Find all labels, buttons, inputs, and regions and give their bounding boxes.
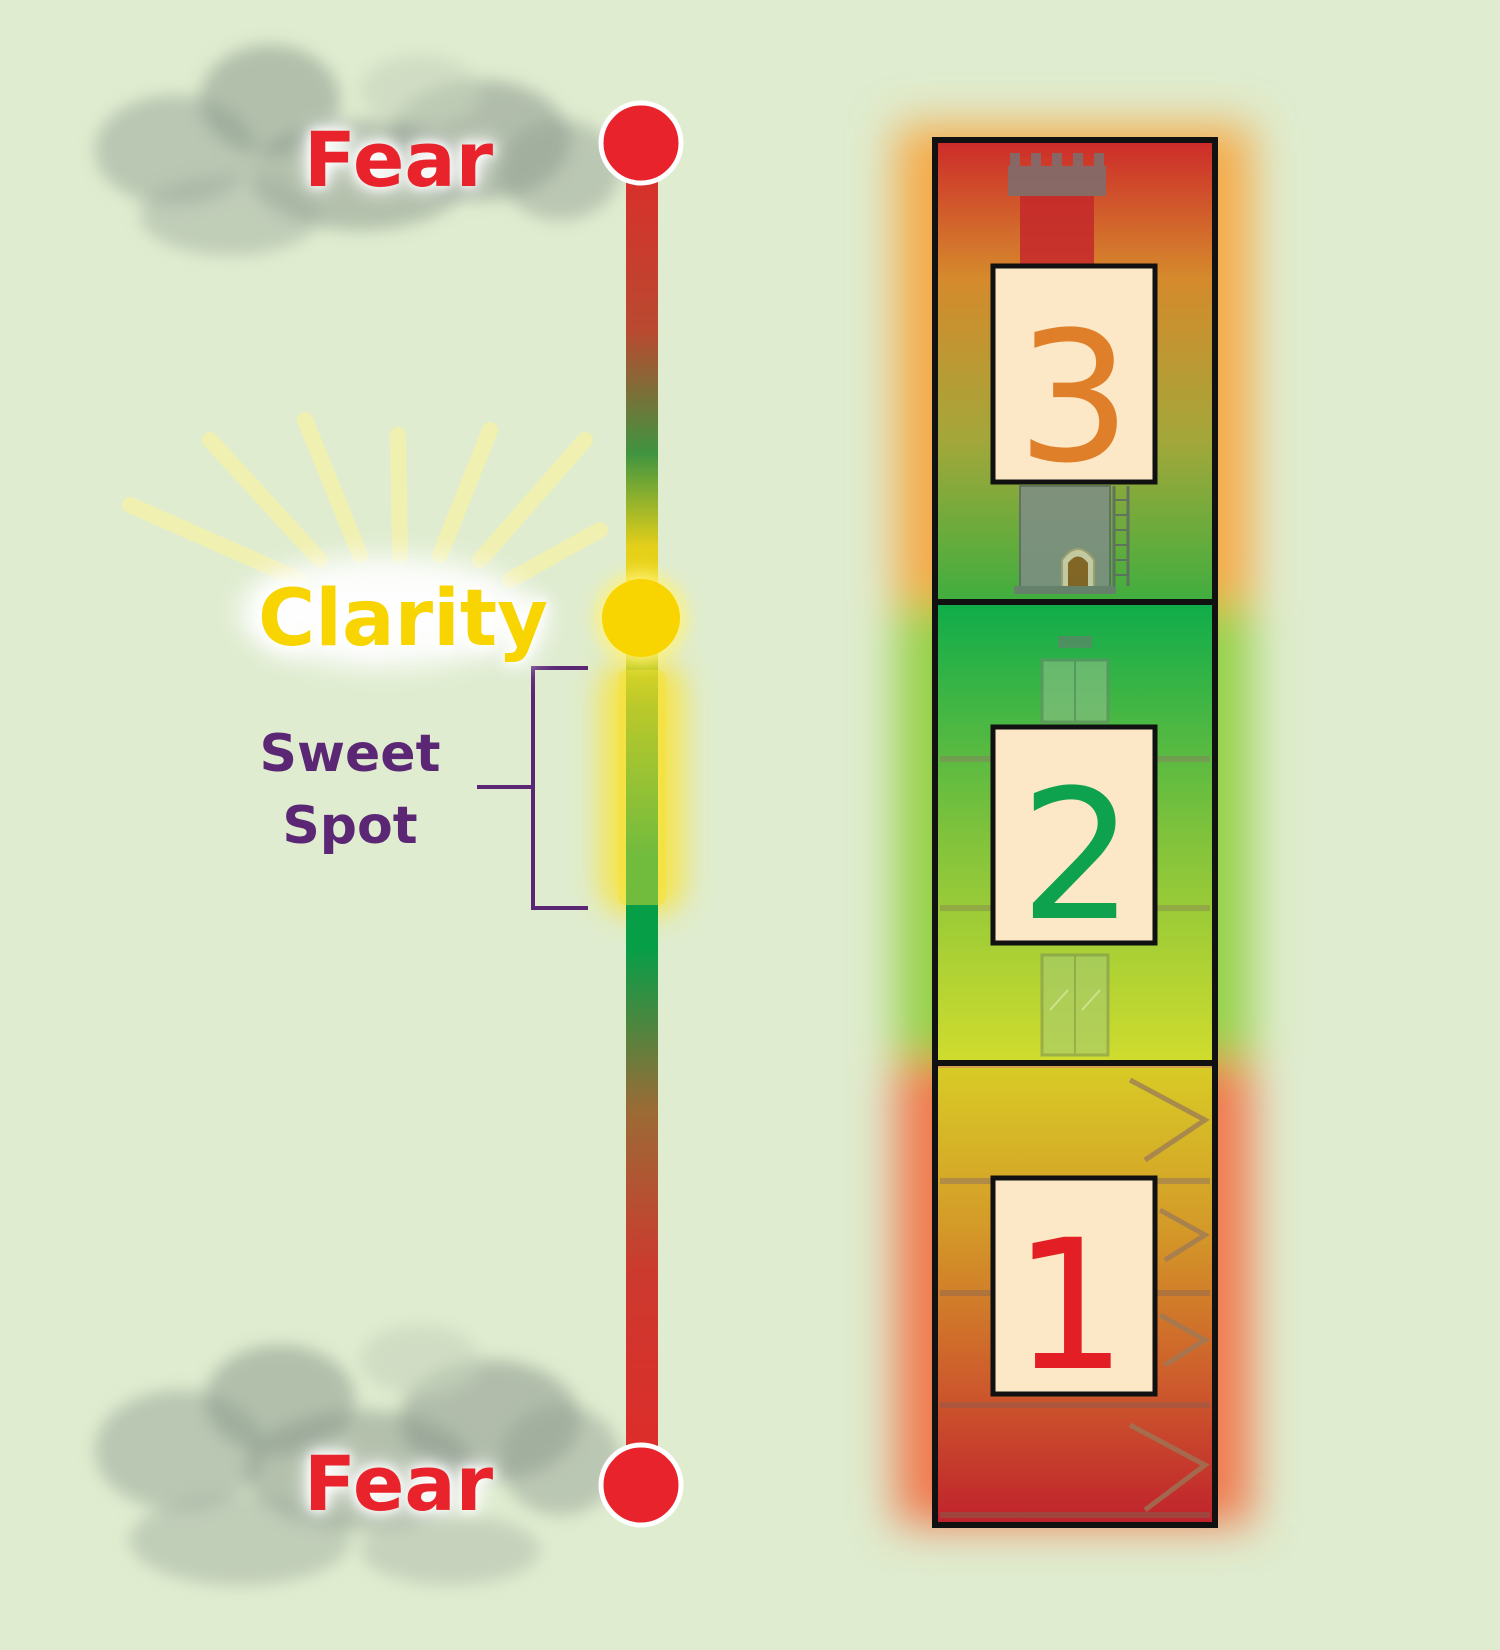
floor-3-number: 3 [1017,294,1132,503]
fear-bottom-label: Fear [304,1439,494,1528]
floor-1-number: 1 [1013,1202,1128,1411]
floor-1-sign [990,1175,1158,1397]
storm-cloud-bottom-icon [95,1325,620,1585]
floor-2: 2 [935,605,1215,1060]
fear-top-marker [598,100,684,186]
building-outline [932,137,1218,1528]
clarity-label: Clarity [258,574,548,664]
staircase-icon [1128,1077,1210,1512]
sweet-spot-label-line1: Sweet [259,724,441,784]
floor-2-number: 2 [1020,752,1135,961]
floor-2-sign [990,724,1158,946]
floor-3-sign [990,263,1158,485]
clarity-marker [602,579,680,657]
fear-clarity-scale-bar [626,145,658,1485]
fear-top-label: Fear [304,115,494,204]
floor-1: 1 [935,1068,1215,1523]
castle-tower-icon [1008,153,1130,594]
sweet-spot-highlight [618,670,666,905]
sweet-spot-label-line2: Spot [282,796,418,856]
floor-3: 3 [935,140,1215,602]
elevator-icon [1040,636,1110,1057]
sun-rays-icon [122,412,608,588]
storm-cloud-top-icon [95,45,620,255]
clarity-glow [240,557,530,667]
sweet-spot-bracket [477,666,588,910]
sweet-spot-label: Sweet Spot [240,718,460,862]
fear-bottom-marker [598,1442,684,1528]
